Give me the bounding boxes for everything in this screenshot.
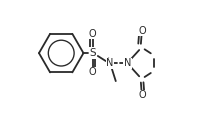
Text: O: O: [89, 29, 97, 39]
Text: N: N: [106, 58, 114, 68]
Text: O: O: [139, 26, 146, 36]
Text: O: O: [89, 67, 97, 77]
Text: N: N: [123, 58, 131, 68]
Text: O: O: [139, 90, 146, 100]
Text: S: S: [89, 48, 96, 58]
